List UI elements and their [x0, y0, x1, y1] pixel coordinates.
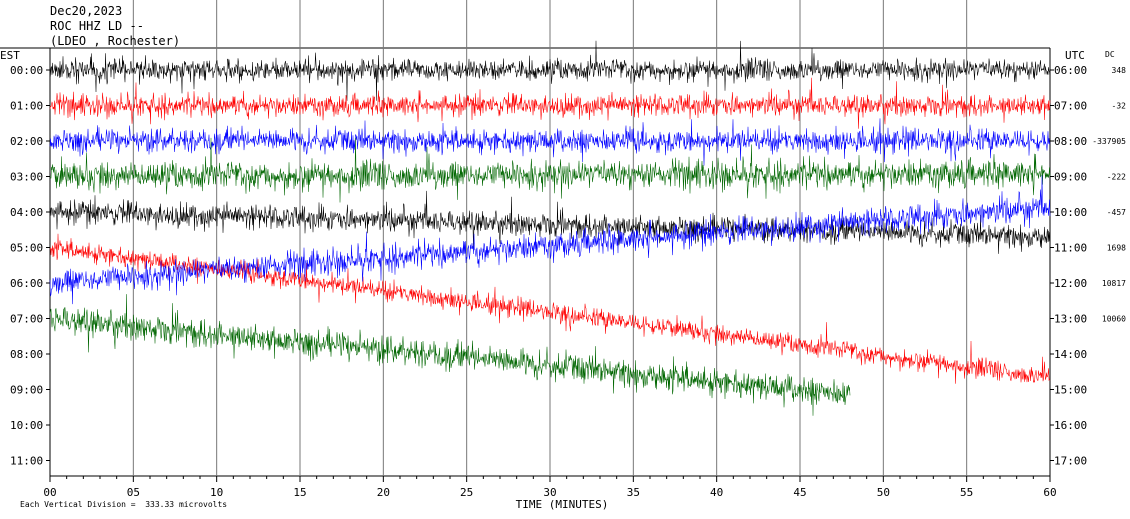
dc-value-label: 10817: [1102, 279, 1126, 288]
est-hour-label: 11:00: [10, 455, 43, 468]
x-tick-label: 55: [960, 486, 973, 499]
est-hour-label: 02:00: [10, 135, 43, 148]
dc-value-label: -222: [1107, 173, 1126, 182]
utc-hour-label: 10:00: [1054, 206, 1087, 219]
dc-value-label: 1698: [1107, 244, 1126, 253]
x-tick-label: 40: [710, 486, 723, 499]
dc-value-label: 348: [1112, 66, 1127, 75]
dc-value-label: -337905: [1092, 137, 1126, 146]
trace-layer: [49, 40, 1051, 416]
x-tick-label: 20: [377, 486, 390, 499]
est-hour-label: 04:00: [10, 206, 43, 219]
x-tick-label: 45: [793, 486, 806, 499]
est-hour-label: 09:00: [10, 384, 43, 397]
x-tick-label: 05: [127, 486, 140, 499]
station-label: ROC HHZ LD --: [50, 19, 144, 33]
utc-hour-label: 15:00: [1054, 384, 1087, 397]
trace-line: [49, 190, 1051, 254]
est-hour-label: 07:00: [10, 313, 43, 326]
utc-hour-label: 09:00: [1054, 171, 1087, 184]
dc-value-label: 10060: [1102, 315, 1126, 324]
utc-hour-label: 12:00: [1054, 277, 1087, 290]
trace-line: [49, 294, 851, 416]
label-layer: EST UTC DC 00:00 01:00 02:00 03:00 04:00 05:00 06…: [0, 49, 1126, 511]
x-tick-label: 10: [210, 486, 223, 499]
utc-hour-label: 14:00: [1054, 348, 1087, 361]
x-tick-label: 30: [543, 486, 556, 499]
est-hour-label: 10:00: [10, 419, 43, 432]
x-tick-label: 15: [293, 486, 306, 499]
trace-line: [49, 175, 1051, 305]
est-hour-label: 08:00: [10, 348, 43, 361]
trace-line: [49, 118, 1051, 166]
dc-value-label: -32: [1112, 102, 1127, 111]
utc-hour-label: 11:00: [1054, 242, 1087, 255]
trace-line: [49, 40, 1051, 101]
x-tick-label: 50: [877, 486, 890, 499]
est-hour-label: 06:00: [10, 277, 43, 290]
est-hour-label: 05:00: [10, 242, 43, 255]
x-tick-label: 00: [43, 486, 56, 499]
trace-line: [49, 77, 1051, 129]
est-axis-label: EST: [0, 49, 20, 62]
est-hour-label: 01:00: [10, 100, 43, 113]
trace-line: [49, 137, 1051, 203]
x-axis-title: TIME (MINUTES): [516, 498, 609, 511]
date-label: Dec20,2023: [50, 4, 123, 18]
utc-hour-label: 17:00: [1054, 455, 1087, 468]
utc-hour-label: 13:00: [1054, 313, 1087, 326]
x-tick-label: 25: [460, 486, 473, 499]
utc-axis-label: UTC: [1065, 49, 1085, 62]
dc-header-label: DC: [1105, 50, 1115, 59]
utc-hour-label: 16:00: [1054, 419, 1087, 432]
x-tick-label: 35: [627, 486, 640, 499]
est-hour-label: 03:00: [10, 171, 43, 184]
est-hour-label: 00:00: [10, 64, 43, 77]
dc-value-label: -457: [1107, 208, 1126, 217]
utc-hour-label: 06:00: [1054, 64, 1087, 77]
x-tick-label: 60: [1043, 486, 1056, 499]
location-label: (LDEO , Rochester): [50, 34, 181, 48]
utc-hour-label: 07:00: [1054, 100, 1087, 113]
division-note: Each Vertical Division = 333.33 microvol…: [20, 500, 228, 509]
utc-hour-label: 08:00: [1054, 135, 1087, 148]
